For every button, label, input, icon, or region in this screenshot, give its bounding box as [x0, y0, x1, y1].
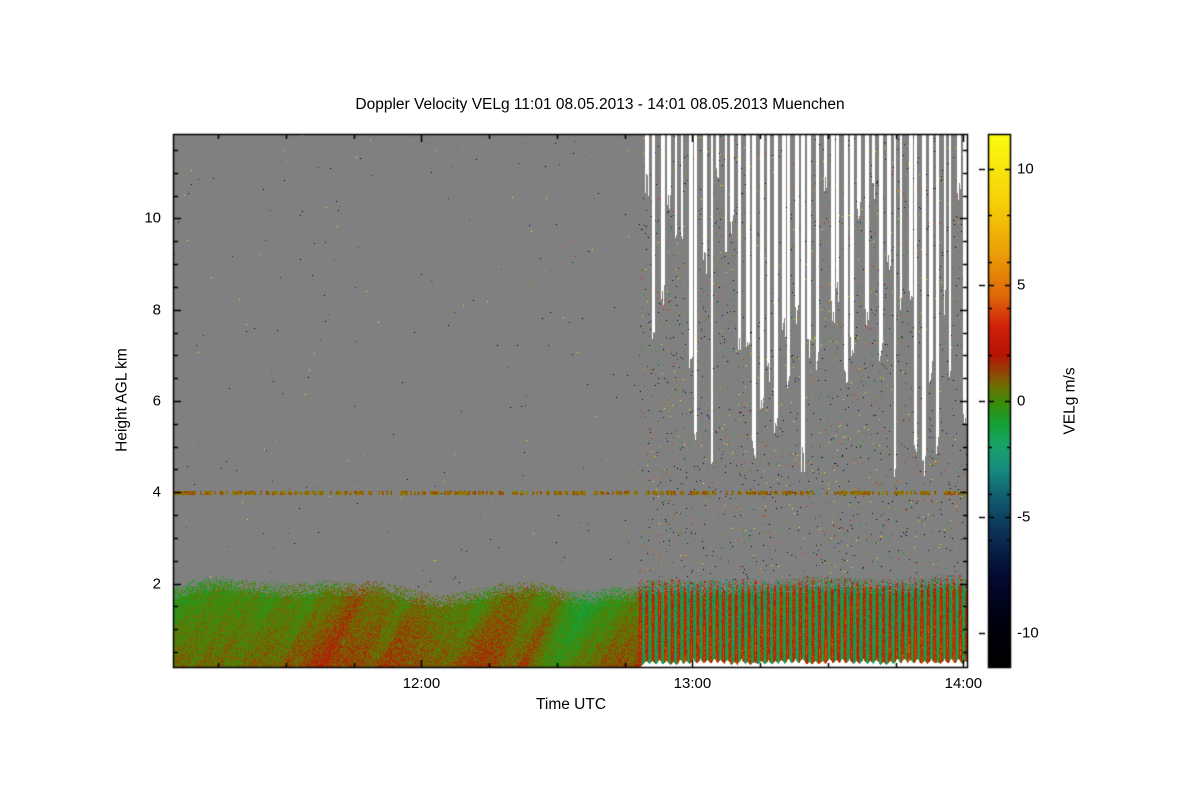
y-tick-label: 6	[152, 392, 161, 410]
x-tick-label: 14:00	[944, 675, 983, 692]
y-tick-label: 10	[144, 209, 161, 227]
y-tick-label: 4	[152, 483, 161, 501]
colorbar-tick-label: 5	[1017, 276, 1026, 294]
x-tick-label: 12:00	[402, 675, 441, 692]
colorbar-tick-label: 0	[1017, 392, 1026, 410]
y-tick-label: 8	[152, 301, 161, 319]
x-tick-label: 13:00	[673, 675, 712, 692]
colorbar-tick-label: -5	[1017, 508, 1031, 526]
page-title: Doppler Velocity VELg 11:01 08.05.2013 -…	[355, 96, 845, 113]
y-axis-title: Height AGL km	[113, 348, 131, 452]
colorbar-tick-label: 10	[1017, 160, 1034, 178]
colorbar-tick-label: -10	[1017, 624, 1039, 642]
y-tick-label: 2	[152, 575, 161, 593]
colorbar-title: VELg m/s	[1061, 367, 1079, 435]
x-axis-title: Time UTC	[535, 696, 607, 713]
